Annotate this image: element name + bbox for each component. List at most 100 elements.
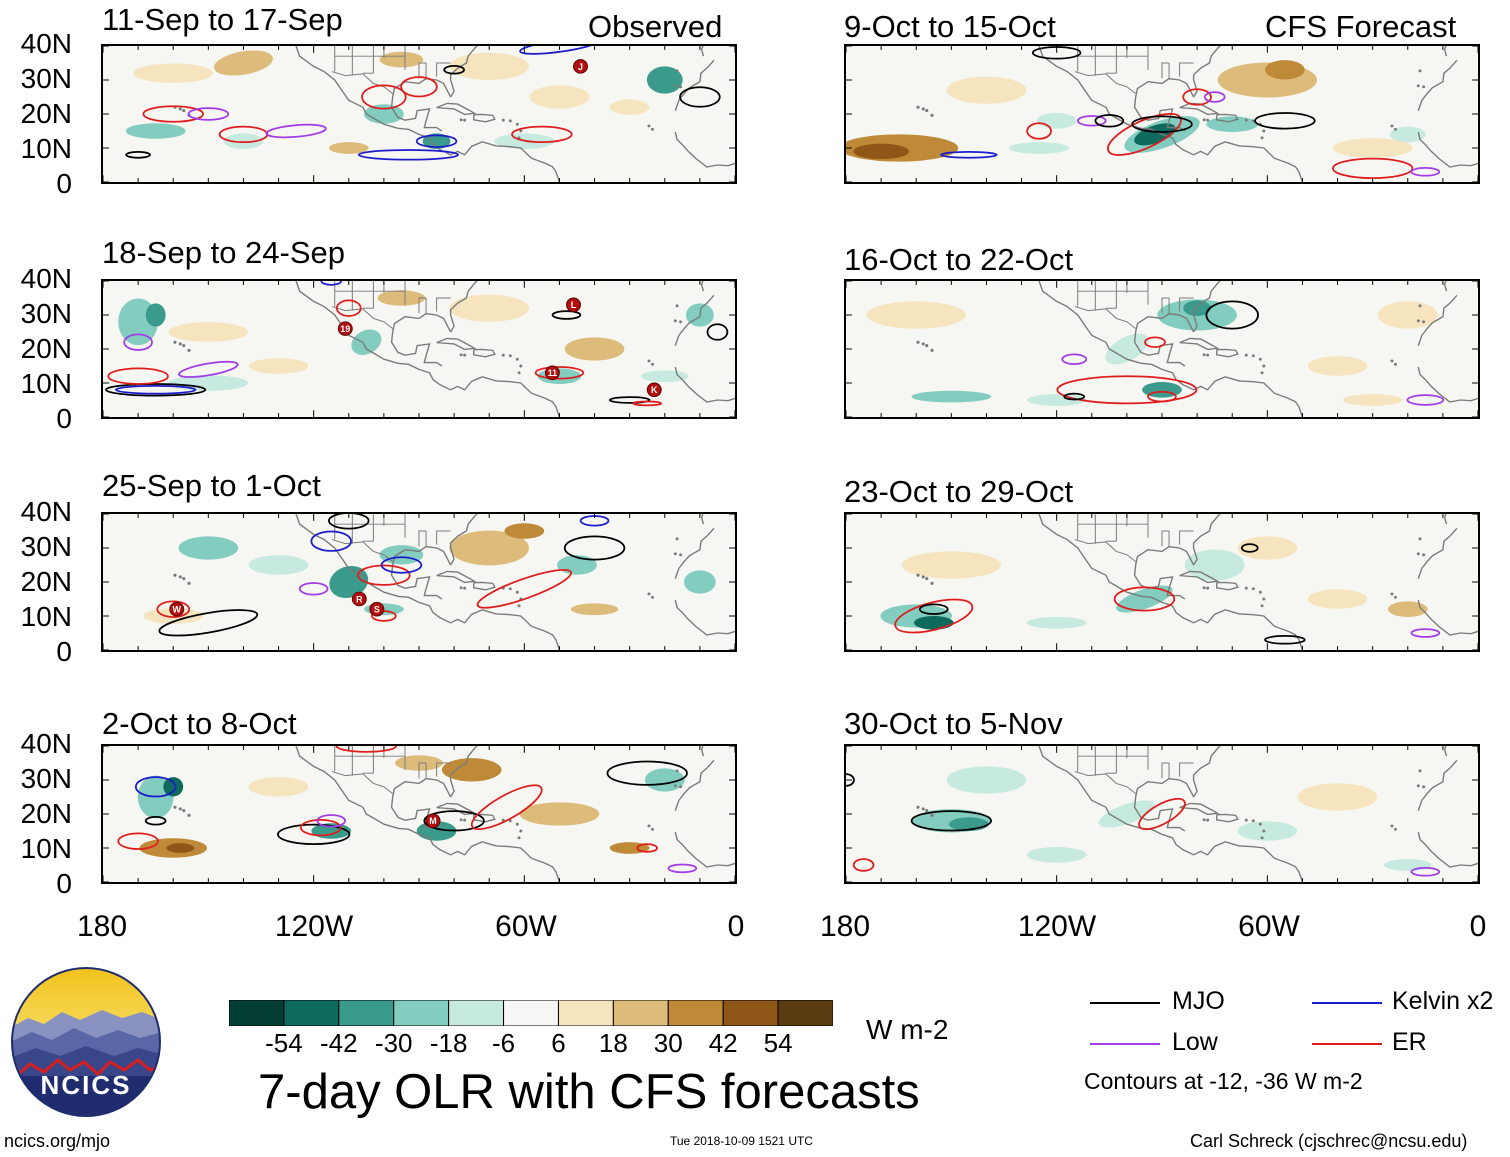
coastline (1216, 348, 1239, 358)
colorbar-swatch (777, 999, 834, 1027)
colorbar-label: -30 (374, 1028, 413, 1058)
olr-anomaly (163, 777, 184, 797)
storm-marker: R (351, 591, 367, 607)
y-tick-label: 40N (20, 28, 72, 59)
coastline (674, 831, 735, 868)
y-tick-label: 20N (20, 798, 72, 829)
olr-anomaly (1342, 394, 1403, 406)
coastline (1417, 759, 1458, 811)
y-tick-label: 40N (20, 263, 72, 294)
olr-anomaly (1307, 589, 1368, 609)
olr-anomaly (133, 63, 213, 83)
colorbar-units: W m-2 (866, 1014, 949, 1045)
wave-contour (894, 598, 974, 634)
colorbar-swatch (503, 999, 559, 1027)
island (182, 344, 186, 348)
olr-anomaly (328, 142, 369, 154)
olr-anomaly (1387, 601, 1428, 617)
y-tick-label: 10N (20, 833, 72, 864)
wave-contour (357, 564, 411, 586)
legend-low-label: Low (1172, 1028, 1218, 1056)
map-panel-2 (844, 44, 1480, 184)
island (930, 581, 934, 585)
state-border (1074, 539, 1106, 545)
olr-map: L 19 11 K (103, 281, 735, 417)
island (1262, 829, 1266, 833)
storm-label: J (578, 62, 583, 72)
olr-anomaly (683, 570, 716, 594)
coastline (473, 348, 496, 358)
x-tick-label: 120W (1017, 910, 1097, 943)
olr-anomaly (166, 843, 195, 853)
storm-label: S (374, 605, 380, 615)
coastline (1417, 831, 1478, 868)
wave-contour (852, 858, 875, 872)
olr-anomaly (449, 530, 529, 566)
coastline (1443, 281, 1448, 292)
island (1393, 595, 1397, 599)
olr-anomaly (351, 329, 382, 355)
coastline (473, 113, 496, 123)
coastline (1443, 46, 1448, 57)
coastline (1417, 599, 1478, 636)
island (1418, 769, 1422, 773)
panel-title-5: 25-Sep to 1-Oct (102, 468, 321, 503)
island (1202, 586, 1206, 590)
panel-title-4: 16-Oct to 22-Oct (844, 242, 1074, 277)
olr-anomaly (364, 104, 404, 124)
colorbar (228, 999, 834, 1027)
wave-contour (846, 773, 855, 787)
island (178, 575, 182, 579)
island (1418, 537, 1422, 541)
footer-author[interactable]: Carl Schreck (cjschrec@ncsu.edu) (1190, 1131, 1468, 1151)
olr-anomaly (519, 802, 600, 826)
coastline (1417, 59, 1458, 111)
wave-contour (1026, 122, 1052, 140)
state-border (418, 62, 427, 79)
olr-anomaly (449, 52, 529, 80)
island (1258, 357, 1262, 361)
olr-anomaly (125, 123, 186, 139)
colorbar-swatch (393, 999, 450, 1027)
island (178, 107, 182, 111)
wave-contour (1094, 114, 1125, 128)
state-border (331, 771, 363, 777)
colorbar-swatch (283, 999, 340, 1027)
island (930, 113, 934, 117)
y-tick-label: 30N (20, 63, 72, 94)
coastline (1216, 581, 1239, 591)
state-border (1161, 530, 1170, 547)
olr-anomaly (640, 370, 689, 383)
island (916, 340, 920, 344)
island (459, 118, 463, 122)
olr-anomaly (1184, 549, 1245, 581)
x-tick-label: 0 (727, 910, 745, 943)
olr-anomaly (441, 758, 502, 782)
coastline (1192, 514, 1221, 566)
coastline (1179, 570, 1220, 584)
olr-map (846, 281, 1478, 417)
y-tick-label: 20N (20, 566, 72, 597)
wave-contour (636, 843, 659, 853)
legend-note: Contours at -12, -36 W m-2 (1084, 1068, 1363, 1094)
colorbar-swatch (557, 999, 614, 1027)
state-border (362, 773, 393, 794)
island (517, 836, 521, 840)
panel-title-6: 23-Oct to 29-Oct (844, 474, 1074, 509)
colorbar-swatch (612, 999, 669, 1027)
coastline (1133, 545, 1195, 600)
island (1244, 118, 1248, 122)
coastline (473, 581, 496, 591)
olr-map: M (103, 746, 735, 882)
footer-site[interactable]: ncics.org/mjo (4, 1131, 111, 1151)
island (1251, 587, 1255, 591)
wave-contour (1410, 628, 1441, 638)
wave-contour (443, 65, 465, 75)
state-border (1105, 541, 1136, 562)
wave-contour (117, 832, 159, 850)
island (187, 348, 191, 352)
x-tick-label: 120W (274, 910, 354, 943)
map-panel-7: M (101, 744, 737, 884)
island (182, 109, 186, 113)
map-panel-4 (844, 279, 1480, 419)
